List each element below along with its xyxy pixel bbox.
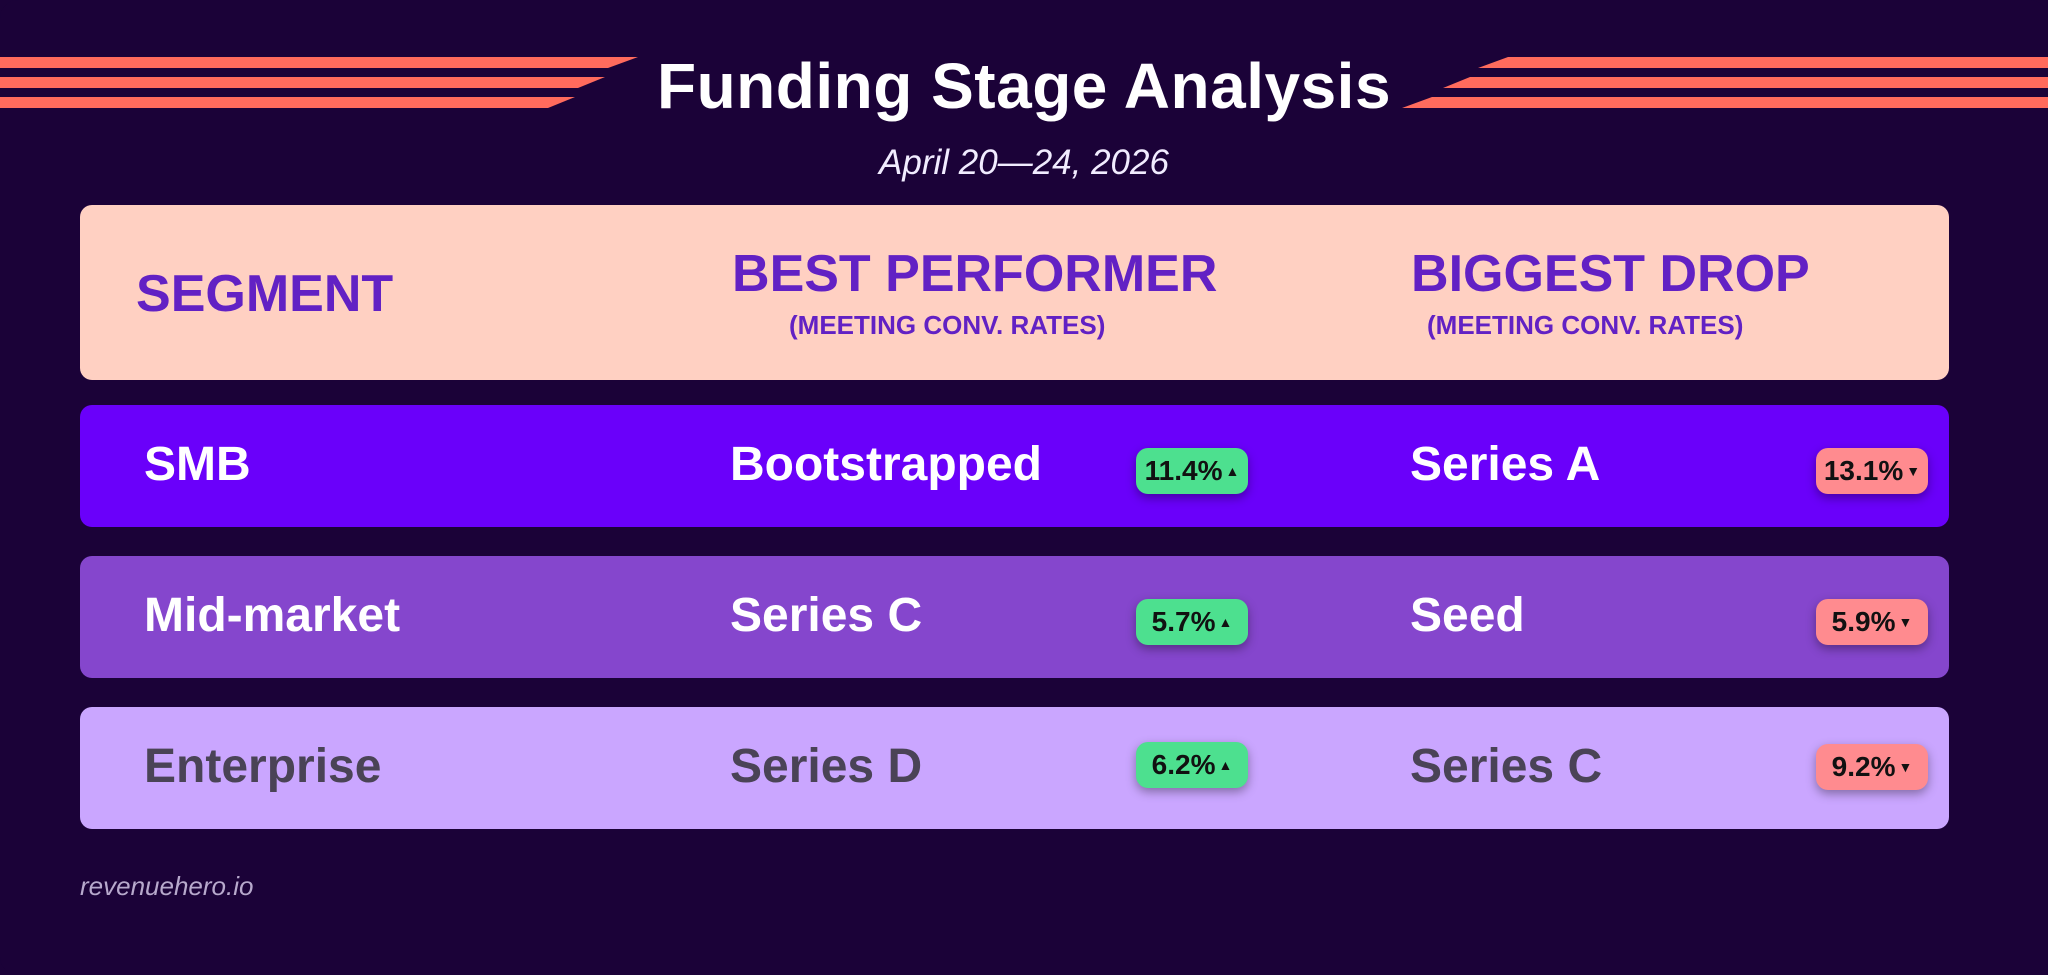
best-change-value: 6.2% (1151, 749, 1216, 780)
best-stage-name: Series C (730, 589, 923, 642)
drop-stage-name: Series A (1410, 438, 1601, 491)
date-range: April 20—24, 2026 (879, 143, 1169, 182)
triangle-down-icon: ▼ (1898, 614, 1913, 630)
segment-name: Mid-market (144, 589, 401, 642)
table-header: Segment Best Performer (Meeting Conv. Ra… (80, 205, 1949, 380)
drop-change-badge: 13.1% ▼ (1816, 448, 1928, 494)
column-subheader-biggest-drop: (Meeting Conv. Rates) (1427, 310, 1744, 340)
page-title: Funding Stage Analysis (656, 50, 1392, 122)
table-row-smb: SMB Bootstrapped 11.4% ▲ Series A 13.1% … (80, 405, 1949, 527)
left-stripe (0, 57, 638, 68)
footer-brand: revenuehero.io (80, 871, 254, 901)
best-change-badge: 11.4% ▲ (1136, 448, 1248, 494)
drop-stage-name: Series C (1410, 740, 1603, 793)
table-row-enterprise: Enterprise Series D 6.2% ▲ Series C 9.2%… (80, 707, 1949, 829)
drop-change-badge: 5.9% ▼ (1816, 599, 1928, 645)
column-subheader-best-performer: (Meeting Conv. Rates) (789, 310, 1106, 340)
right-stripe (1478, 57, 2048, 68)
left-stripe (0, 77, 605, 88)
best-change-value: 5.7% (1151, 606, 1216, 637)
left-stripe (0, 97, 575, 108)
triangle-up-icon: ▲ (1218, 757, 1233, 773)
best-stage-name: Series D (730, 740, 923, 793)
table-row-midmarket: Mid-market Series C 5.7% ▲ Seed 5.9% ▼ (80, 556, 1949, 678)
right-stripe (1402, 97, 2048, 108)
column-header-biggest-drop: Biggest Drop (1411, 245, 1810, 303)
drop-change-value: 5.9% (1831, 606, 1896, 637)
right-stripe (1443, 77, 2048, 88)
best-change-badge: 6.2% ▲ (1136, 742, 1248, 788)
best-stage-name: Bootstrapped (730, 438, 1042, 491)
segment-name: Enterprise (144, 740, 382, 793)
column-header-segment: Segment (136, 265, 394, 323)
drop-stage-name: Seed (1410, 589, 1525, 642)
drop-change-value: 9.2% (1831, 751, 1896, 782)
decorative-stripes (0, 57, 2048, 108)
column-header-best-performer: Best Performer (732, 245, 1218, 303)
best-change-badge: 5.7% ▲ (1136, 599, 1248, 645)
drop-change-value: 13.1% (1823, 455, 1904, 486)
drop-change-badge: 9.2% ▼ (1816, 744, 1928, 790)
triangle-down-icon: ▼ (1906, 463, 1921, 479)
segment-name: SMB (144, 438, 251, 491)
triangle-up-icon: ▲ (1225, 463, 1240, 479)
best-change-value: 11.4% (1144, 455, 1223, 486)
triangle-down-icon: ▼ (1898, 759, 1913, 775)
triangle-up-icon: ▲ (1218, 614, 1233, 630)
